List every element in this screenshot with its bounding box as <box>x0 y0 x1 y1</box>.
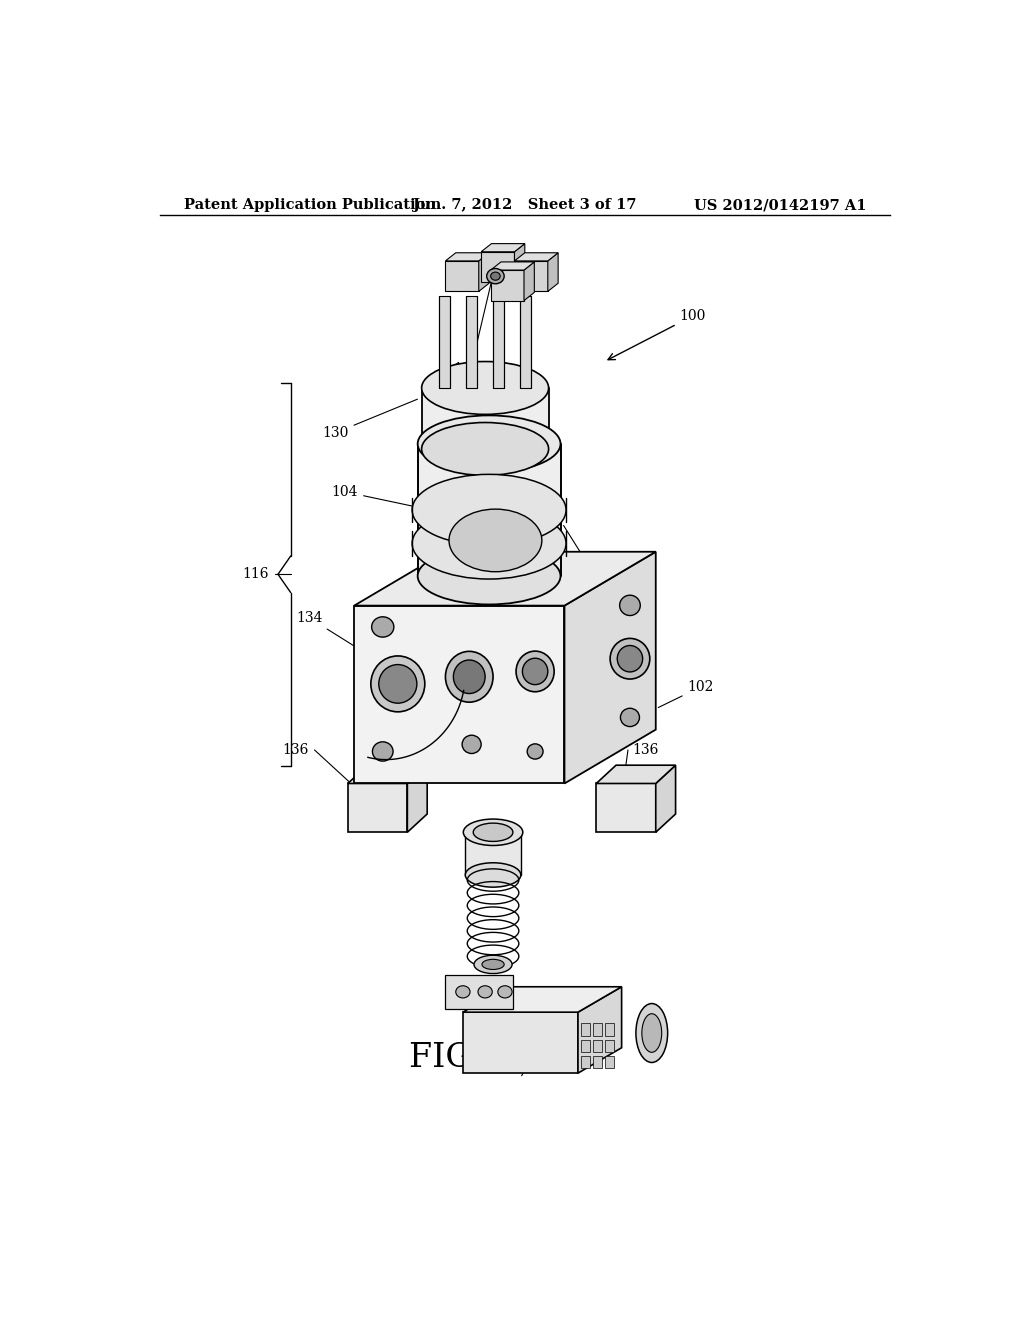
Polygon shape <box>418 444 560 576</box>
Polygon shape <box>514 244 524 282</box>
Polygon shape <box>422 388 549 449</box>
Ellipse shape <box>412 508 566 579</box>
Ellipse shape <box>482 960 504 969</box>
Polygon shape <box>463 1012 578 1073</box>
Bar <box>593 1056 602 1068</box>
Bar <box>605 1023 613 1036</box>
Ellipse shape <box>463 818 523 846</box>
Ellipse shape <box>610 639 650 678</box>
Polygon shape <box>465 833 521 875</box>
Text: 116: 116 <box>242 568 268 581</box>
Text: 130: 130 <box>323 399 418 440</box>
Bar <box>605 1040 613 1052</box>
Text: 134: 134 <box>296 611 387 667</box>
Ellipse shape <box>636 1003 668 1063</box>
Polygon shape <box>514 261 548 292</box>
Bar <box>593 1023 602 1036</box>
Ellipse shape <box>418 416 560 473</box>
Ellipse shape <box>474 956 512 974</box>
Ellipse shape <box>462 735 481 754</box>
Polygon shape <box>578 987 622 1073</box>
Ellipse shape <box>371 656 425 711</box>
Polygon shape <box>354 606 564 784</box>
Text: 100: 100 <box>608 309 706 359</box>
Polygon shape <box>445 974 513 1008</box>
Ellipse shape <box>478 986 493 998</box>
Polygon shape <box>520 297 531 388</box>
Polygon shape <box>524 261 535 301</box>
Polygon shape <box>463 987 622 1012</box>
Polygon shape <box>564 552 655 784</box>
Polygon shape <box>479 252 489 292</box>
Ellipse shape <box>465 863 521 887</box>
Bar <box>605 1056 613 1068</box>
Polygon shape <box>466 297 477 388</box>
Bar <box>582 1056 590 1068</box>
Ellipse shape <box>445 651 494 702</box>
Ellipse shape <box>621 709 639 726</box>
Polygon shape <box>490 271 524 301</box>
Polygon shape <box>481 244 524 252</box>
Ellipse shape <box>486 268 504 284</box>
Polygon shape <box>439 297 451 388</box>
Ellipse shape <box>456 986 470 998</box>
Ellipse shape <box>454 660 485 693</box>
Polygon shape <box>445 252 489 261</box>
Ellipse shape <box>379 664 417 704</box>
Text: US 2012/0142197 A1: US 2012/0142197 A1 <box>693 198 866 213</box>
Polygon shape <box>490 261 535 271</box>
Text: FIG. 2: FIG. 2 <box>410 1041 513 1074</box>
Ellipse shape <box>449 510 542 572</box>
Text: Jun. 7, 2012   Sheet 3 of 17: Jun. 7, 2012 Sheet 3 of 17 <box>413 198 637 213</box>
Ellipse shape <box>372 616 394 638</box>
Bar <box>593 1040 602 1052</box>
Polygon shape <box>548 252 558 292</box>
Ellipse shape <box>490 272 500 280</box>
Bar <box>582 1040 590 1052</box>
Text: 112: 112 <box>444 546 496 643</box>
Text: 136: 136 <box>632 743 658 756</box>
Text: 102: 102 <box>658 680 714 708</box>
Text: 132: 132 <box>521 1007 566 1076</box>
Ellipse shape <box>412 474 566 545</box>
Polygon shape <box>596 766 676 784</box>
Ellipse shape <box>527 744 543 759</box>
Polygon shape <box>481 252 514 282</box>
Polygon shape <box>348 766 427 784</box>
Ellipse shape <box>422 362 549 414</box>
Polygon shape <box>445 261 479 292</box>
Polygon shape <box>494 297 504 388</box>
Text: 136: 136 <box>283 743 309 756</box>
Ellipse shape <box>498 986 512 998</box>
Polygon shape <box>514 252 558 261</box>
Ellipse shape <box>617 645 643 672</box>
Ellipse shape <box>522 659 548 685</box>
Bar <box>582 1023 590 1036</box>
Polygon shape <box>348 784 408 833</box>
Polygon shape <box>596 784 655 833</box>
Text: 104: 104 <box>332 484 414 507</box>
Ellipse shape <box>373 742 393 762</box>
Text: 110: 110 <box>563 525 639 631</box>
Polygon shape <box>408 766 427 833</box>
Text: Patent Application Publication: Patent Application Publication <box>183 198 435 213</box>
Ellipse shape <box>642 1014 662 1052</box>
Polygon shape <box>354 552 655 606</box>
Ellipse shape <box>473 824 513 841</box>
Ellipse shape <box>516 651 554 692</box>
Ellipse shape <box>418 548 560 605</box>
Ellipse shape <box>422 422 549 475</box>
Polygon shape <box>655 766 676 833</box>
Ellipse shape <box>620 595 640 615</box>
Text: 114a: 114a <box>454 260 497 376</box>
